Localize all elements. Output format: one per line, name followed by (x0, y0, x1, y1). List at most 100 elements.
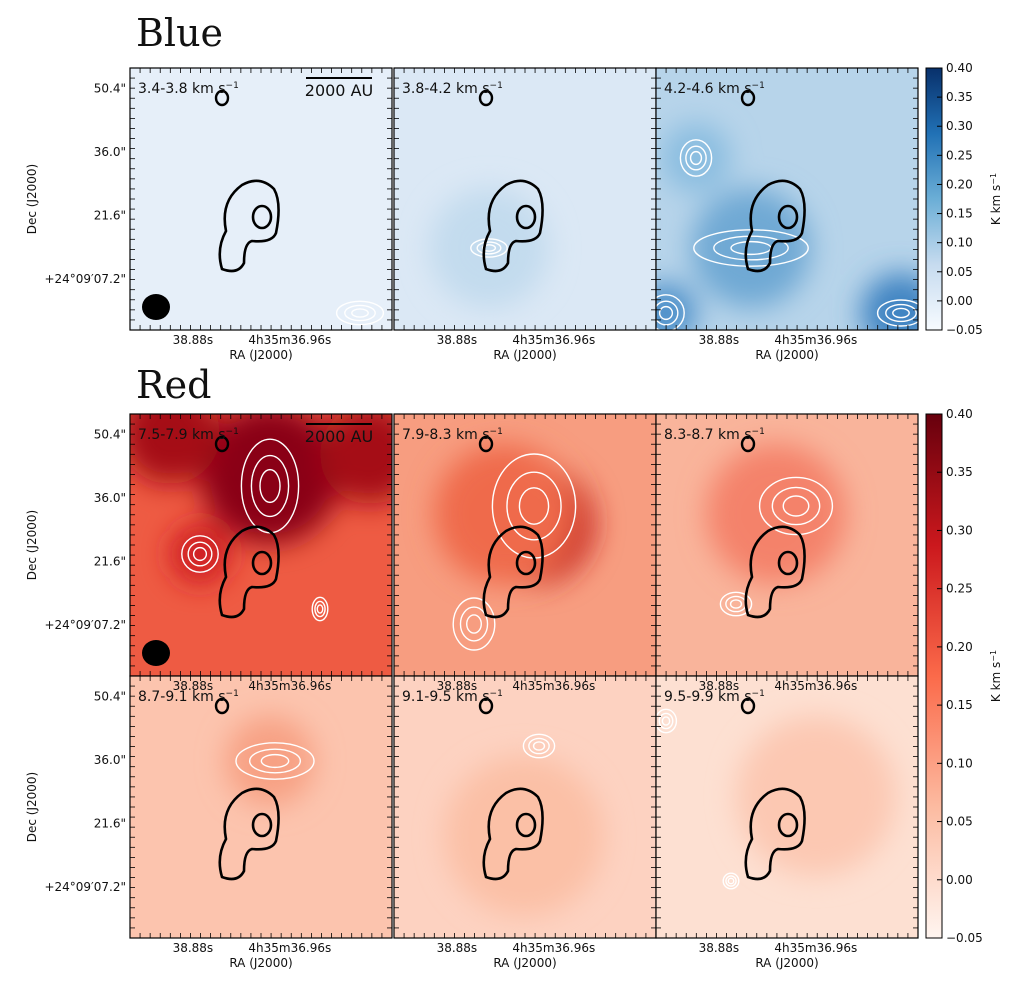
velocity-label: 8.7-9.1 km s−1 (138, 689, 239, 705)
emission-contour (713, 235, 789, 261)
emission-contour (727, 877, 735, 885)
map-panel (655, 67, 919, 331)
y-tick-label: 36.0" (94, 145, 126, 159)
emission-region (320, 414, 392, 504)
unit-exponent: −1 (752, 689, 765, 699)
continuum-contour-inner (515, 204, 537, 230)
y-tick-label: +24°09′07.2" (44, 618, 126, 632)
emission-contour (470, 238, 508, 258)
x-tick-label: 38.88s (699, 679, 740, 693)
y-tick-label: 36.0" (94, 753, 126, 767)
emission-contour (532, 741, 546, 751)
unit-exponent: −1 (752, 427, 765, 437)
continuum-contour-inner (777, 812, 799, 838)
continuum-contour-inner (515, 812, 537, 838)
emission-contour (892, 307, 910, 319)
continuum-contour-inner (251, 812, 273, 838)
x-tick-label: 4h35m36.96s (248, 333, 331, 347)
emission-contour (658, 712, 674, 730)
continuum-contour-small (478, 89, 494, 107)
y-tick-label: 21.6" (94, 209, 126, 223)
emission-contour (248, 748, 302, 774)
x-tick-label: 38.88s (437, 679, 478, 693)
colorbar-tick-label: 0.00 (946, 873, 973, 887)
x-axis-label: RA (J2000) (229, 348, 292, 362)
continuum-contour-small (214, 435, 230, 453)
continuum-contour-inner (251, 550, 273, 576)
colorbar-tick-label: 0.40 (946, 407, 973, 421)
colorbar-tick-label: 0.05 (946, 815, 973, 829)
emission-contour (518, 487, 550, 525)
emission-contour (481, 244, 497, 252)
colorbar-tick-label: 0.15 (946, 698, 973, 712)
continuum-contour-small (478, 435, 494, 453)
velocity-label: 7.5-7.9 km s−1 (138, 427, 239, 443)
emission-contour (771, 486, 821, 526)
y-tick-label: 50.4" (94, 82, 126, 96)
y-axis-label: Dec (J2000) (25, 164, 39, 234)
x-tick-label: 4h35m36.96s (512, 333, 595, 347)
emission-contour (187, 541, 213, 567)
colorbar (925, 413, 943, 939)
unit-exponent: −1 (226, 427, 239, 437)
unit-exponent: −1 (989, 650, 998, 662)
continuum-contour-inner (251, 204, 273, 230)
emission-contour (311, 596, 329, 622)
x-tick-label: 4h35m36.96s (512, 941, 595, 955)
continuum-contour-outer (744, 179, 806, 273)
emission-contour (685, 145, 707, 171)
y-tick-label: 21.6" (94, 817, 126, 831)
map-panel (129, 413, 393, 677)
velocity-label: 8.3-8.7 km s−1 (664, 427, 765, 443)
emission-contour (316, 604, 324, 614)
x-tick-label: 4h35m36.96s (512, 679, 595, 693)
map-panel (393, 67, 657, 331)
colorbar (925, 67, 943, 331)
emission-contour (528, 737, 550, 755)
x-axis-label: RA (J2000) (755, 956, 818, 970)
y-tick-label: +24°09′07.2" (44, 880, 126, 894)
emission-contour (656, 300, 679, 326)
continuum-contour-outer (482, 179, 544, 273)
emission-contour (506, 471, 562, 541)
colorbar-tick-label: 0.05 (946, 265, 973, 279)
emission-contour (656, 294, 685, 330)
scale-bar-label: 2000 AU (305, 427, 373, 446)
x-tick-label: 4h35m36.96s (774, 941, 857, 955)
emission-contour (314, 600, 326, 618)
continuum-contour-outer (744, 525, 806, 619)
x-tick-label: 38.88s (173, 941, 214, 955)
continuum-contour-small (478, 697, 494, 715)
beam-ellipse (142, 294, 170, 320)
map-panel (655, 675, 919, 939)
velocity-label: 3.4-3.8 km s−1 (138, 81, 239, 97)
emission-contour (661, 716, 671, 726)
x-tick-label: 38.88s (173, 679, 214, 693)
emission-region (691, 188, 811, 308)
y-tick-label: +24°09′07.2" (44, 272, 126, 286)
velocity-label: 4.2-4.6 km s−1 (664, 81, 765, 97)
map-background (130, 676, 392, 938)
emission-contour (250, 454, 290, 518)
velocity-label: 7.9-8.3 km s−1 (402, 427, 503, 443)
x-tick-label: 4h35m36.96s (774, 333, 857, 347)
colorbar-tick-label: 0.30 (946, 119, 973, 133)
x-axis-label: RA (J2000) (755, 348, 818, 362)
continuum-contour-inner (515, 550, 537, 576)
colorbar-tick-label: 0.40 (946, 61, 973, 75)
colorbar-tick-label: 0.25 (946, 148, 973, 162)
continuum-contour-small (740, 697, 756, 715)
x-tick-label: 38.88s (173, 333, 214, 347)
colorbar-label: K km s−1 (989, 650, 1004, 702)
x-tick-label: 38.88s (437, 941, 478, 955)
map-panel (393, 413, 657, 677)
y-tick-label: 50.4" (94, 690, 126, 704)
map-panel (129, 675, 393, 939)
emission-region (706, 444, 846, 584)
emission-contour (522, 733, 556, 759)
colorbar-tick-label: −0.05 (946, 323, 983, 337)
unit-exponent: −1 (226, 81, 239, 91)
y-axis-label: Dec (J2000) (25, 772, 39, 842)
map-panel (129, 67, 393, 331)
map-panel (655, 413, 919, 677)
